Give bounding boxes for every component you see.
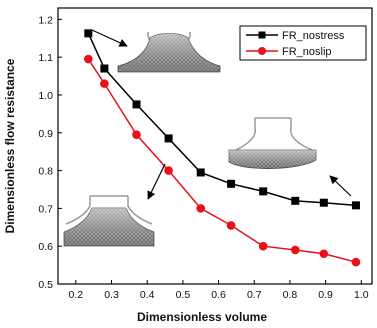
data-point-fr-noslip: [196, 204, 206, 213]
y-tick-label: 0.8: [38, 166, 53, 178]
data-point-fr-noslip: [132, 130, 141, 139]
data-point-fr-nostress: [259, 187, 268, 196]
data-point-fr-nostress: [100, 64, 109, 73]
y-axis-label: Dimensionless flow resistance: [3, 58, 17, 233]
annotation-arrow-right: [329, 175, 352, 197]
x-tick-label: 1.0: [354, 289, 369, 301]
data-point-fr-noslip: [164, 166, 173, 175]
x-tick-label: 0.7: [247, 289, 262, 301]
data-point-fr-nostress: [319, 198, 328, 207]
x-tick-label: 0.5: [176, 289, 191, 301]
data-point-fr-noslip: [319, 249, 329, 259]
axis-ticks: 0.2 0.3 0.4 0.5 0.6 0.7 0.8 0.9 1.0 0.5 0.6 0.7 0.8 0…: [38, 14, 368, 301]
data-point-fr-nostress: [196, 168, 205, 177]
data-point-fr-nostress: [84, 29, 93, 38]
droplet-mesh-wide-icon: [228, 117, 317, 169]
data-point-fr-noslip: [290, 245, 300, 255]
y-tick-label: 0.5: [38, 279, 53, 291]
data-point-fr-nostress: [351, 201, 360, 210]
droplet-mesh-medium-icon: [63, 195, 155, 247]
data-point-fr-nostress: [132, 100, 141, 109]
data-point-fr-nostress: [164, 134, 173, 143]
legend-marker-noslip: [258, 47, 266, 55]
legend: FR_nostress FR_noslip: [239, 25, 367, 61]
y-tick-label: 0.7: [38, 203, 53, 215]
droplet-mesh-shallow-icon: [117, 32, 221, 73]
x-axis-label: Dimensionless volume: [137, 310, 267, 324]
y-tick-label: 0.6: [38, 241, 53, 253]
legend-label-nostress: FR_nostress: [282, 30, 345, 42]
data-point-fr-nostress: [227, 179, 236, 188]
series-line-fr-nostress: [87, 33, 357, 207]
series-layer: [84, 29, 361, 267]
legend-marker-nostress: [258, 31, 266, 39]
data-point-fr-noslip: [226, 221, 236, 230]
x-tick-label: 0.6: [211, 289, 226, 301]
y-tick-label: 1.0: [38, 90, 53, 102]
annotation-arrow-left: [147, 163, 166, 200]
x-tick-label: 0.8: [283, 289, 298, 301]
y-tick-label: 0.9: [38, 128, 53, 140]
legend-label-noslip: FR_noslip: [282, 46, 332, 58]
data-point-fr-noslip: [84, 54, 93, 64]
x-tick-label: 0.3: [104, 289, 119, 301]
x-tick-label: 0.4: [140, 289, 155, 301]
y-tick-label: 1.2: [38, 14, 53, 26]
data-point-fr-noslip: [351, 257, 361, 267]
x-tick-label: 0.9: [318, 289, 333, 301]
annotation-arrow-top: [91, 29, 128, 47]
y-tick-label: 1.1: [38, 52, 53, 64]
plot-frame: [57, 7, 373, 285]
data-point-fr-nostress: [291, 196, 300, 205]
data-point-fr-noslip: [100, 79, 109, 88]
x-tick-label: 0.2: [69, 289, 84, 301]
series-line-fr-noslip: [87, 58, 357, 263]
data-point-fr-noslip: [258, 241, 268, 251]
